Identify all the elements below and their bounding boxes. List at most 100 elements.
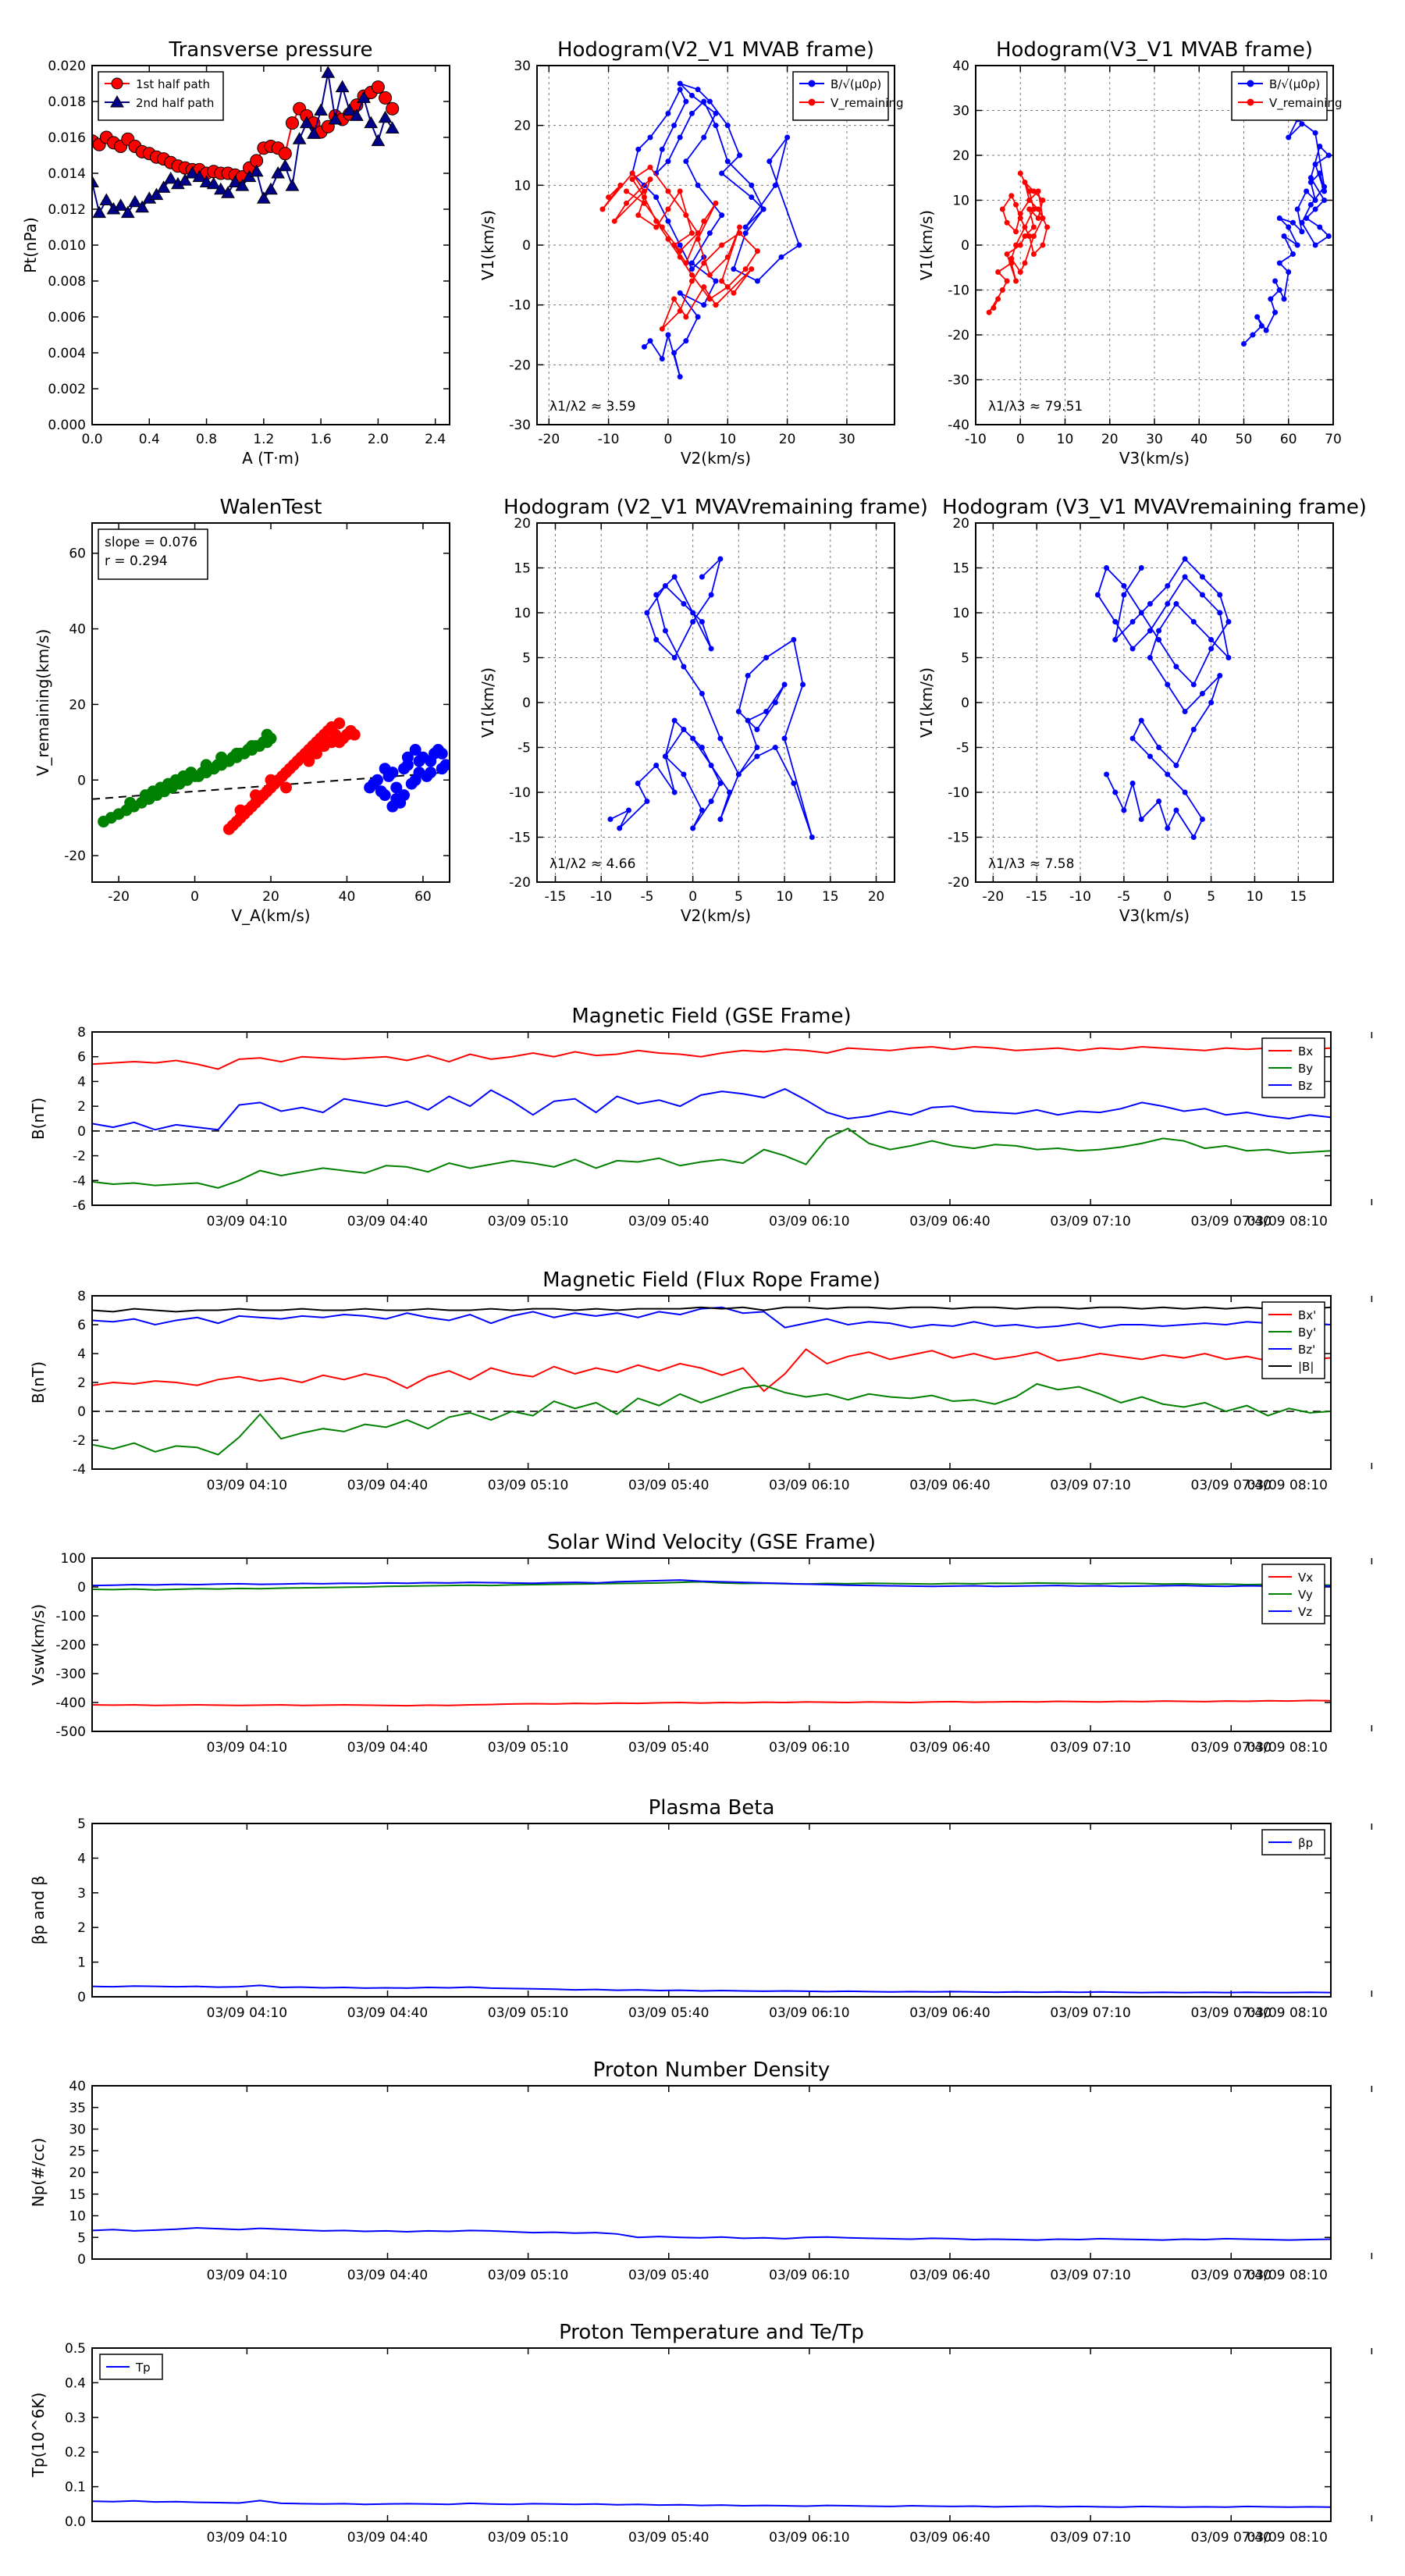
y-tick-label: 0.020	[48, 59, 86, 74]
data-point	[1241, 341, 1247, 347]
y-tick-label: 0.2	[65, 2445, 86, 2460]
x-tick-label: 5	[1207, 889, 1215, 905]
data-point	[261, 728, 273, 741]
data-point	[719, 278, 725, 284]
data-point	[1182, 789, 1188, 795]
y-tick-label: 1	[77, 1955, 86, 1971]
data-point	[662, 753, 668, 760]
data-point	[1030, 251, 1037, 257]
data-point	[401, 751, 414, 763]
x-tick-label: -15	[545, 889, 567, 905]
y-tick-label: -10	[509, 298, 531, 314]
data-point	[991, 305, 997, 311]
data-point	[206, 176, 221, 190]
y-tick-label: 20	[69, 697, 86, 713]
x-tick-label: -10	[965, 432, 987, 447]
data-point	[717, 556, 724, 562]
data-point	[754, 278, 760, 284]
data-point	[1013, 278, 1019, 284]
x-tick-label: 15	[822, 889, 839, 905]
data-point	[653, 194, 660, 201]
eigenvalue-ratio-label: λ1/λ2 ≈ 4.66	[550, 856, 635, 872]
time-tick-label: 03/09 07:40	[1191, 1740, 1272, 1756]
data-point	[1138, 817, 1144, 822]
data-point	[1030, 224, 1037, 230]
y-axis-label: V1(km/s)	[478, 210, 497, 280]
time-tick-label: 03/09 06:10	[769, 1478, 849, 1493]
data-point	[350, 109, 364, 121]
data-point	[1208, 637, 1215, 642]
y-tick-label: 0.0	[65, 2514, 86, 2530]
y-tick-label: 8	[77, 1025, 86, 1041]
data-point	[1044, 224, 1051, 230]
x-tick-label: 0	[664, 432, 673, 447]
time-tick-label: 03/09 06:10	[769, 1740, 849, 1756]
series-line-0	[91, 1984, 1332, 1994]
data-point	[699, 574, 705, 580]
data-point	[717, 735, 724, 742]
data-point	[754, 248, 760, 254]
data-point	[264, 182, 278, 195]
y-tick-label: 5	[961, 651, 969, 667]
data-point	[986, 309, 992, 315]
data-point	[671, 296, 678, 302]
data-point	[796, 242, 802, 248]
data-point	[1138, 565, 1144, 571]
data-point	[1026, 197, 1033, 203]
data-point	[1173, 763, 1179, 768]
time-tick-label: 03/09 07:10	[1050, 1214, 1130, 1229]
data-point	[683, 314, 689, 320]
data-point	[1017, 269, 1023, 275]
data-point	[162, 777, 174, 790]
data-point	[120, 205, 135, 219]
time-tick-label: 03/09 05:40	[628, 1740, 709, 1756]
data-point	[1258, 323, 1264, 329]
data-point	[1147, 753, 1153, 760]
x-tick-label: -5	[1117, 889, 1130, 905]
legend-label: B/√(μ0ρ)	[831, 77, 881, 91]
data-point	[1026, 188, 1033, 194]
eigenvalue-ratio-label: λ1/λ2 ≈ 3.59	[550, 399, 635, 415]
y-tick-label: 100	[61, 1551, 86, 1567]
y-tick-label: -5	[956, 741, 969, 756]
data-point	[1208, 646, 1215, 652]
data-point	[677, 80, 683, 87]
y-tick-label: 6	[77, 1318, 86, 1333]
data-point	[246, 740, 258, 753]
data-point	[701, 302, 707, 308]
time-tick-label: 03/09 05:10	[488, 2268, 568, 2283]
data-point	[1165, 825, 1171, 831]
data-point	[1147, 601, 1153, 607]
y-tick-label: -30	[509, 418, 531, 433]
data-point	[781, 735, 788, 742]
data-point	[1156, 799, 1162, 804]
data-point	[303, 755, 315, 767]
legend-label: Bz'	[1298, 1343, 1315, 1357]
x-tick-label: 0.4	[139, 432, 160, 447]
y-tick-label: 6	[77, 1050, 86, 1066]
data-point	[1289, 251, 1296, 257]
data-point	[599, 206, 606, 212]
data-point	[754, 753, 760, 760]
data-point	[701, 218, 707, 224]
data-point	[292, 132, 307, 144]
y-tick-label: 20	[514, 516, 531, 532]
data-point	[436, 763, 448, 775]
y-tick-label: 3	[77, 1886, 86, 1902]
x-tick-label: -10	[1069, 889, 1091, 905]
data-point	[1173, 601, 1179, 607]
time-tick-label: 03/09 05:40	[628, 1214, 709, 1229]
data-point	[1276, 260, 1282, 266]
data-point	[641, 200, 647, 206]
x-tick-label: 50	[1236, 432, 1253, 447]
series-group	[986, 116, 1332, 347]
series-line-0	[1243, 118, 1330, 345]
y-tick-label: -40	[948, 418, 969, 433]
data-point	[695, 182, 701, 188]
data-point	[1321, 188, 1328, 194]
chart-title: Magnetic Field (GSE Frame)	[571, 1005, 851, 1028]
y-axis-label: V1(km/s)	[917, 210, 936, 280]
data-point	[1281, 296, 1287, 302]
plot-frame	[975, 522, 1334, 883]
data-point	[754, 745, 760, 750]
